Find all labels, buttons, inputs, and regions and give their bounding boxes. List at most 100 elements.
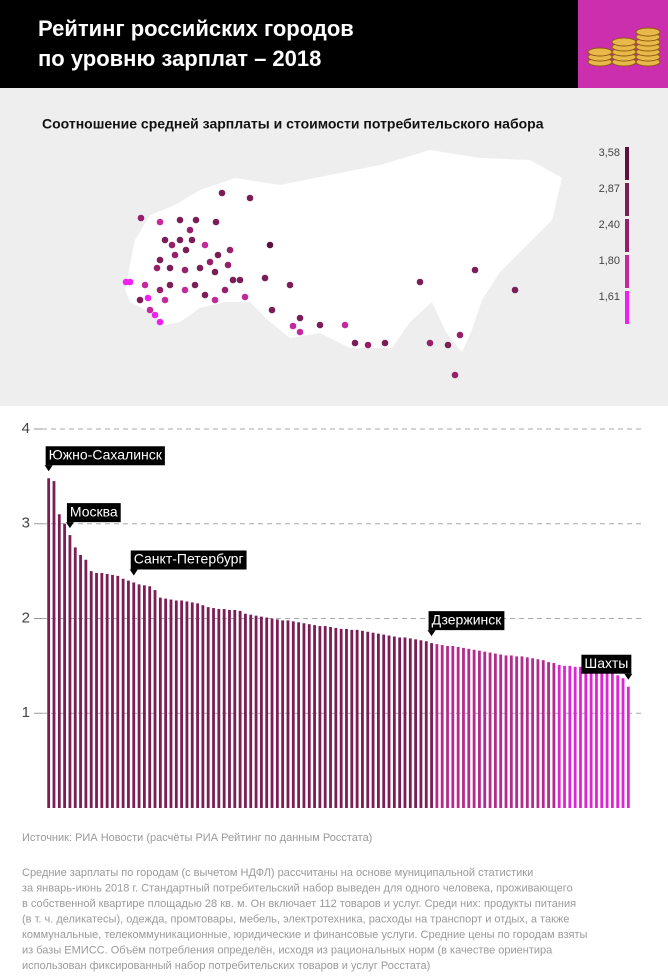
bar xyxy=(483,651,487,808)
city-dot xyxy=(261,274,269,282)
bar xyxy=(142,585,146,808)
legend-label: 2,40 xyxy=(599,219,620,231)
annotation-box xyxy=(66,503,121,523)
bar xyxy=(286,620,290,808)
city-dot xyxy=(176,216,184,224)
bar xyxy=(371,632,375,808)
bar xyxy=(462,647,465,808)
bar xyxy=(73,547,77,808)
city-dot xyxy=(182,246,190,254)
bar xyxy=(196,603,199,808)
bar xyxy=(531,658,535,808)
city-dot xyxy=(341,321,349,329)
city-dot xyxy=(144,294,152,302)
bar xyxy=(307,624,311,808)
bar xyxy=(185,601,189,808)
bar xyxy=(440,645,444,808)
bar xyxy=(541,660,545,808)
bar xyxy=(265,617,269,808)
bar xyxy=(164,598,168,808)
annotation-pointer xyxy=(624,673,633,680)
bar xyxy=(228,609,231,808)
bar xyxy=(68,535,72,808)
legend-swatch xyxy=(625,291,629,324)
city-dot xyxy=(196,264,204,272)
bar xyxy=(520,656,524,808)
bar xyxy=(84,559,88,808)
note-line: (в т. ч. деликатесы), одежда, промтовары… xyxy=(22,913,569,925)
city-dot xyxy=(156,318,164,326)
city-dot xyxy=(364,341,372,349)
bar xyxy=(174,600,178,808)
bar xyxy=(180,600,184,808)
bar xyxy=(584,667,588,808)
city-dot xyxy=(192,216,200,224)
bar xyxy=(254,615,258,808)
bar xyxy=(616,675,620,808)
bar xyxy=(557,664,561,808)
legend-label: 1,80 xyxy=(599,255,620,267)
map-title: Соотношение средней зарплаты и стоимости… xyxy=(42,116,544,132)
bar xyxy=(212,608,215,808)
bar xyxy=(105,573,109,808)
bar xyxy=(233,609,237,808)
city-dot xyxy=(156,286,164,294)
bar xyxy=(563,665,566,808)
bar xyxy=(361,630,364,808)
city-dot xyxy=(168,241,176,249)
city-dot xyxy=(166,264,174,272)
city-dot xyxy=(191,281,199,289)
bar xyxy=(446,645,449,808)
city-dot xyxy=(229,276,237,284)
bar xyxy=(392,636,396,808)
bar xyxy=(478,650,481,808)
note-line: Средние зарплаты по городам (с вычетом Н… xyxy=(22,867,533,879)
bar xyxy=(515,656,519,808)
bar xyxy=(132,582,136,808)
annotation-box xyxy=(428,611,505,631)
bar xyxy=(579,666,582,808)
city-dot xyxy=(137,214,145,222)
city-dot xyxy=(224,261,232,269)
city-dot xyxy=(176,236,184,244)
city-dot xyxy=(226,246,234,254)
bar xyxy=(52,481,56,808)
annotation-label: Москва xyxy=(70,503,118,519)
y-tick-label: 2 xyxy=(22,609,30,626)
bar xyxy=(488,652,492,808)
bar xyxy=(424,641,428,808)
legend-label: 3,58 xyxy=(599,147,620,159)
annotation-box xyxy=(130,550,247,570)
annotation-label: Санкт-Петербург xyxy=(134,551,244,567)
city-dot xyxy=(211,268,219,276)
annotation-box xyxy=(581,654,632,674)
city-dot xyxy=(316,321,324,329)
city-dot xyxy=(246,194,254,202)
bar xyxy=(504,655,508,808)
city-dot xyxy=(214,251,222,259)
bar xyxy=(398,637,402,808)
city-dot xyxy=(146,306,154,314)
city-dot xyxy=(456,331,464,339)
bar xyxy=(57,514,61,808)
city-dot xyxy=(212,218,220,226)
city-dot xyxy=(166,281,174,289)
bar xyxy=(79,555,82,808)
legend-swatch xyxy=(625,219,629,252)
bar xyxy=(89,571,93,808)
source: Источник: РИА Новости (расчёты РИА Рейти… xyxy=(22,832,372,844)
bar xyxy=(472,649,476,808)
header-band xyxy=(0,0,578,88)
note-line: коммунальные, телекоммуникационные, юрид… xyxy=(22,929,588,941)
bar xyxy=(238,610,242,808)
city-dot xyxy=(289,322,297,330)
annotation-pointer xyxy=(129,569,138,576)
bar xyxy=(281,620,285,808)
city-dot xyxy=(451,371,459,379)
bar xyxy=(275,619,279,808)
city-dot xyxy=(351,339,359,347)
city-dot xyxy=(286,281,294,289)
city-dot xyxy=(241,293,249,301)
bar xyxy=(408,638,412,808)
bar xyxy=(350,629,354,808)
